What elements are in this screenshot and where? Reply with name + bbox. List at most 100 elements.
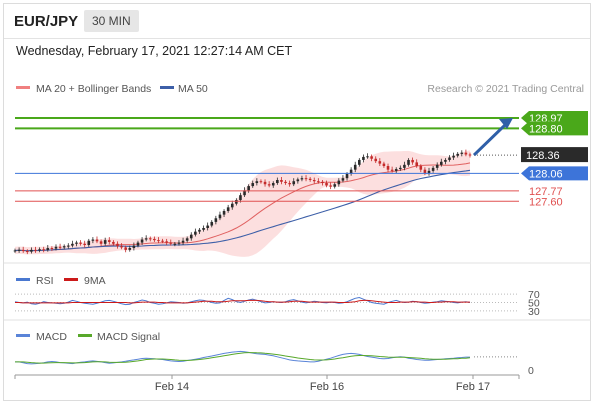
legend-swatch-rsi <box>16 278 30 281</box>
candle-body <box>403 164 406 168</box>
candle-body <box>71 243 74 246</box>
candle-body <box>169 242 173 244</box>
candle-body <box>358 159 361 165</box>
candle-body <box>251 183 255 187</box>
candle-body <box>349 169 353 174</box>
candle-body <box>423 169 427 174</box>
candle-body <box>419 166 423 170</box>
legend-swatch-ma50 <box>160 86 174 89</box>
candle-body <box>103 240 107 244</box>
candle-body <box>153 238 156 241</box>
candle-body <box>271 183 275 186</box>
candle-body <box>38 249 41 251</box>
legend-swatch-macd <box>16 334 30 337</box>
candle-body <box>50 248 54 250</box>
last-price-label: 128.36 <box>526 150 560 162</box>
candle-body <box>124 247 127 250</box>
rsi-tick-label: 70 <box>528 289 540 301</box>
candle-body <box>243 190 246 196</box>
candle-body <box>456 153 460 156</box>
candle-body <box>292 181 296 185</box>
legend-label-macd-signal: MACD Signal <box>97 331 160 343</box>
candle-body <box>362 156 365 160</box>
candle-body <box>112 241 115 244</box>
candle-body <box>13 250 17 252</box>
legend-swatch-rsi-ma <box>64 278 78 281</box>
candle-body <box>304 178 308 180</box>
x-tick-label: Feb 16 <box>310 381 344 393</box>
candle-body <box>95 239 99 242</box>
candle-body <box>440 161 443 165</box>
candle-body <box>210 221 214 226</box>
candle-body <box>132 245 136 249</box>
candle-body <box>333 184 337 187</box>
macd-signal-line <box>15 352 471 364</box>
candle-body <box>300 178 304 180</box>
candle-body <box>120 246 123 248</box>
candle-body <box>165 241 168 243</box>
candle-body <box>427 170 431 174</box>
candle-body <box>468 154 472 156</box>
candle-body <box>136 242 140 246</box>
candle-body <box>66 245 70 247</box>
candle-body <box>17 249 21 251</box>
candle-body <box>42 249 45 251</box>
candle-body <box>194 231 197 235</box>
timeframe-badge[interactable]: 30 MIN <box>84 10 139 32</box>
candle-body <box>83 243 86 245</box>
candle-body <box>280 180 283 182</box>
candle-body <box>411 159 414 163</box>
legend-swatch-macd-signal <box>78 334 92 337</box>
candle-body <box>259 181 263 183</box>
candle-body <box>325 183 328 186</box>
candle-body <box>345 173 349 179</box>
candle-body <box>399 167 402 170</box>
candle-body <box>235 200 238 204</box>
forecast-arrow-shaft <box>472 121 509 157</box>
candle-body <box>288 183 291 185</box>
symbol-title[interactable]: EUR/JPY <box>14 13 79 30</box>
candle-body <box>21 249 25 252</box>
forecast-arrow-head <box>499 118 513 130</box>
rsi-tick-label: 50 <box>528 298 540 310</box>
candle-body <box>128 248 132 250</box>
candle-body <box>218 214 222 219</box>
candle-body <box>378 161 382 164</box>
candle-body <box>75 242 78 244</box>
candle-body <box>116 243 119 247</box>
candle-body <box>464 152 468 155</box>
candle-body <box>321 181 324 184</box>
candle-body <box>79 242 82 244</box>
candle-body <box>329 185 332 187</box>
candle-body <box>374 158 378 162</box>
x-tick-label: Feb 14 <box>155 381 189 393</box>
candle-body <box>448 157 451 160</box>
candle-body <box>30 249 33 252</box>
candle-body <box>353 164 357 170</box>
candle-body <box>25 251 29 253</box>
level-label-target: 128.80 <box>529 123 563 135</box>
candle-body <box>185 238 189 241</box>
candle-body <box>214 218 218 222</box>
candle-body <box>157 240 160 242</box>
ma50-line <box>14 169 471 252</box>
watermark: Research © 2021 Trading Central <box>427 83 584 95</box>
candle-body <box>415 162 419 167</box>
candle-body <box>144 238 148 240</box>
x-tick-label: Feb 17 <box>456 381 490 393</box>
candle-body <box>62 246 66 248</box>
candle-body <box>308 178 312 180</box>
candle-body <box>390 169 394 171</box>
candle-body <box>284 181 287 184</box>
rsi-tick-label: 30 <box>528 306 540 318</box>
candle-body <box>407 159 410 165</box>
candle-body <box>140 239 144 243</box>
candle-body <box>189 234 193 239</box>
candle-body <box>267 184 271 186</box>
level-label-support: 127.60 <box>529 196 563 208</box>
candle-body <box>198 229 201 232</box>
candle-body <box>255 181 259 184</box>
candle-body <box>452 155 455 158</box>
candle-body <box>312 180 316 182</box>
candle-body <box>394 169 398 171</box>
